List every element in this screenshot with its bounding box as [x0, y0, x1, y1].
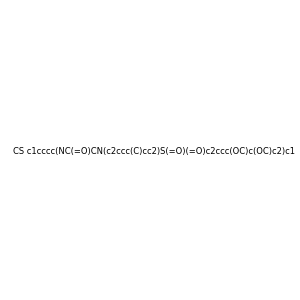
- Text: CS c1cccc(NC(=O)CN(c2ccc(C)cc2)S(=O)(=O)c2ccc(OC)c(OC)c2)c1: CS c1cccc(NC(=O)CN(c2ccc(C)cc2)S(=O)(=O)…: [13, 147, 295, 156]
